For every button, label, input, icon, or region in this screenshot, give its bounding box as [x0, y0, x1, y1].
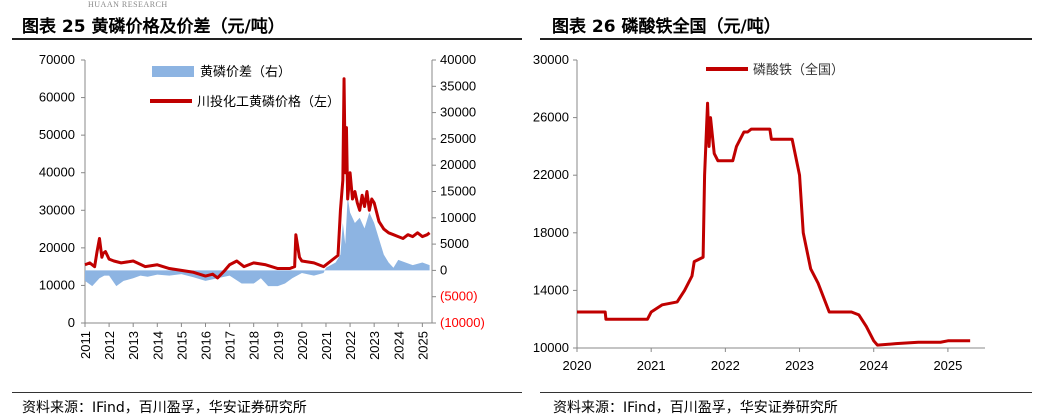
- x-tick-label: 2022: [343, 331, 358, 360]
- y-tick-label: 22000: [533, 167, 569, 182]
- y-left-tick-label: 10000: [39, 277, 75, 292]
- y-right-tick-label: 25000: [440, 131, 476, 146]
- y-right-tick-label: 15000: [440, 184, 476, 199]
- y-right-tick-label: 5000: [440, 236, 469, 251]
- y-left-tick-label: 20000: [39, 240, 75, 255]
- series-line-phosphorus-price: [84, 77, 431, 280]
- y-left-tick-label: 70000: [39, 52, 75, 67]
- x-tick-label: 2019: [271, 331, 286, 360]
- y-right-tick-label: 30000: [440, 105, 476, 120]
- x-tick-label: 2020: [563, 358, 592, 373]
- yellow-phosphorus-chart: 010000200003000040000500006000070000(100…: [39, 52, 485, 360]
- y-left-tick-label: 40000: [39, 165, 75, 180]
- y-right-tick-label: (10000): [440, 315, 485, 330]
- left-chart-title: 图表 25 黄磷价格及价差（元/吨）: [22, 17, 285, 37]
- x-tick-label: 2017: [223, 331, 238, 360]
- series-line-iron-phosphate: [577, 101, 971, 347]
- legend-label-spread: 黄磷价差（右）: [200, 64, 291, 79]
- x-tick-label: 2020: [295, 331, 310, 360]
- x-tick-label: 2015: [174, 331, 189, 360]
- y-left-tick-label: 60000: [39, 90, 75, 105]
- y-left-tick-label: 0: [68, 315, 75, 330]
- legend-label-iron-phosphate: 磷酸铁（全国）: [753, 62, 844, 77]
- left-title-rule: [12, 38, 522, 40]
- y-right-tick-label: 20000: [440, 157, 476, 172]
- right-title-rule: [540, 38, 1032, 40]
- right-source-rule: [540, 392, 1032, 393]
- x-tick-label: 2016: [198, 331, 213, 360]
- x-tick-label: 2013: [126, 331, 141, 360]
- y-right-tick-label: (5000): [440, 289, 478, 304]
- x-tick-label: 2022: [711, 358, 740, 373]
- watermark-text: HUAAN RESEARCH: [88, 0, 168, 9]
- y-tick-label: 18000: [533, 225, 569, 240]
- x-tick-label: 2011: [78, 331, 93, 359]
- y-left-tick-label: 50000: [39, 127, 75, 142]
- x-tick-label: 2023: [367, 331, 382, 360]
- x-tick-label: 2012: [102, 331, 117, 360]
- x-tick-label: 2024: [391, 331, 406, 360]
- series-area-phosphorus-spread: [85, 196, 430, 287]
- right-chart-title: 图表 26 磷酸铁全国（元/吨）: [552, 17, 781, 37]
- x-tick-label: 2024: [859, 358, 888, 373]
- x-tick-label: 2021: [319, 331, 334, 360]
- legend-label-price: 川投化工黄磷价格（左）: [197, 94, 340, 109]
- y-tick-label: 26000: [533, 110, 569, 125]
- y-right-tick-label: 35000: [440, 78, 476, 93]
- legend-swatch-spread: [152, 66, 194, 77]
- y-tick-label: 14000: [533, 282, 569, 297]
- left-source-rule: [12, 392, 522, 393]
- x-tick-label: 2025: [415, 331, 430, 360]
- iron-phosphate-chart: 10000 14000 18000 22000 26000 30000 2020 2021 20…: [533, 52, 985, 373]
- y-right-tick-label: 10000: [440, 210, 476, 225]
- y-right-tick-label: 0: [440, 262, 447, 277]
- y-left-tick-label: 30000: [39, 202, 75, 217]
- left-source-note: 资料来源：IFind，百川盈孚，华安证券研究所: [22, 400, 307, 416]
- x-tick-label: 2018: [247, 331, 262, 360]
- right-source-note: 资料来源：IFind，百川盈孚，华安证券研究所: [553, 400, 838, 416]
- x-tick-label: 2014: [150, 331, 165, 360]
- x-tick-label: 2025: [933, 358, 962, 373]
- x-tick-label: 2021: [637, 358, 666, 373]
- y-right-tick-label: 40000: [440, 52, 476, 67]
- x-tick-label: 2023: [785, 358, 814, 373]
- y-tick-label: 30000: [533, 52, 569, 67]
- y-tick-label: 10000: [533, 340, 569, 355]
